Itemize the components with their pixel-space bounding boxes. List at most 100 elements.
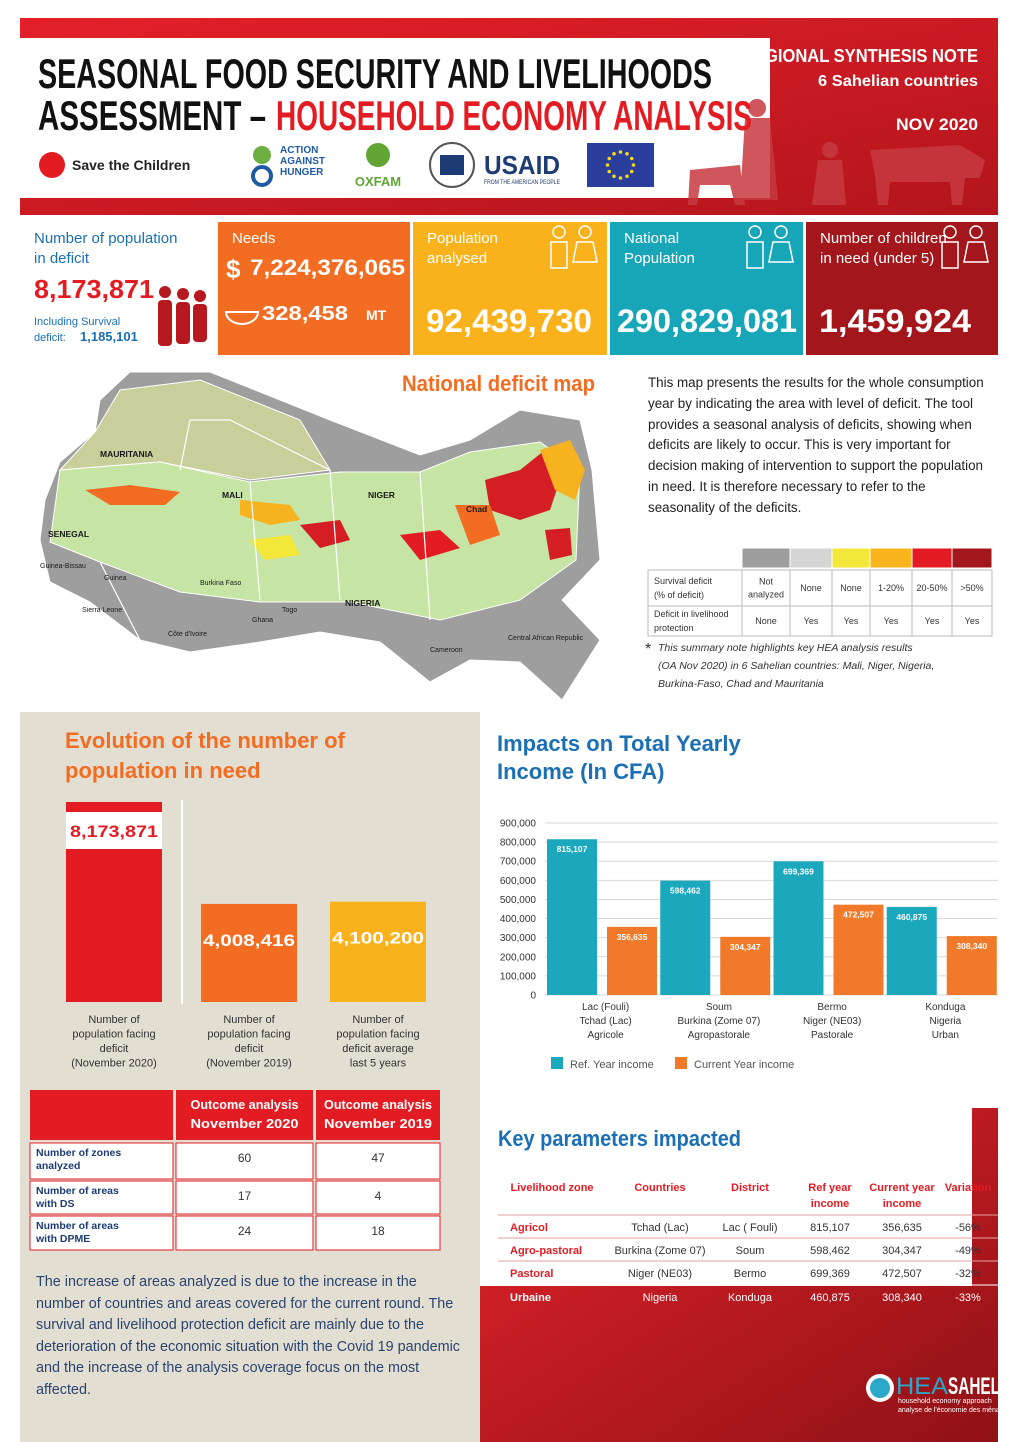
kpi-unit: MT [366, 307, 387, 323]
table-value: 598,462 [810, 1245, 850, 1257]
country-label: Guinea [104, 575, 127, 582]
table-value: Urbaine [510, 1292, 551, 1304]
value-label: 308,340 [956, 941, 987, 951]
x-tick-label: population facing [336, 1029, 419, 1041]
table-header-text: Countries [634, 1182, 685, 1194]
legend-label: Survival deficit [654, 576, 713, 586]
map-region [485, 450, 560, 520]
legend-cell: 20-50% [916, 583, 947, 593]
chart-title: Income (In CFA) [497, 759, 664, 784]
legend-label: (% of deficit) [654, 590, 704, 600]
icon [176, 302, 190, 344]
y-tick-label: 900,000 [500, 819, 537, 830]
logo-icon [440, 155, 464, 175]
chart-title: Impacts on Total Yearly [497, 731, 741, 756]
legend-cell: Yes [884, 616, 899, 626]
map-description: This map presents the results for the wh… [648, 375, 984, 515]
bar [330, 901, 426, 1002]
legend-cell: Yes [804, 616, 819, 626]
map-region [400, 530, 460, 560]
table-value: Agro-pastoral [510, 1245, 582, 1257]
value-label: 4,008,416 [203, 931, 295, 950]
value-label: 8,173,871 [70, 822, 158, 841]
x-tick-label: Pastorale [811, 1030, 854, 1041]
table-header-text: Variation [945, 1182, 992, 1194]
table-value: Pastoral [510, 1268, 553, 1280]
footnote-mark: * [645, 641, 651, 658]
logo-icon [629, 169, 634, 174]
x-tick-label: Number of [352, 1014, 404, 1026]
logo-text: USAID [484, 150, 560, 180]
logo-icon [612, 151, 616, 156]
legend-swatch [551, 1057, 563, 1069]
row-label: Number of areas [36, 1185, 119, 1197]
deficit-map [39, 371, 601, 701]
value-label-box [66, 812, 162, 849]
icon [550, 241, 598, 269]
kpi-label: National [624, 230, 679, 247]
kpi-label: in deficit [34, 250, 90, 267]
kpi-note-value: 1,185,101 [80, 329, 138, 344]
value-label: 356,635 [617, 932, 648, 942]
y-tick-label: 100,000 [500, 971, 537, 982]
x-tick-label: Bermo [817, 1002, 847, 1013]
table-value: Tchad (Lac) [631, 1222, 688, 1234]
table-header-text: income [811, 1198, 850, 1210]
legend-swatch [911, 547, 953, 569]
table-header-text: November 2020 [191, 1116, 299, 1131]
y-tick-label: 700,000 [500, 857, 537, 868]
value-label: 304,347 [730, 942, 761, 952]
icon [159, 286, 171, 298]
y-tick-label: 500,000 [500, 895, 537, 906]
table-header-text: Livelihood zone [510, 1182, 593, 1194]
icon [746, 241, 794, 269]
bar [773, 861, 824, 995]
logo-text: AGAINST [280, 156, 325, 167]
x-tick-label: Urban [932, 1030, 959, 1041]
silhouette [748, 99, 766, 117]
silhouette [812, 160, 846, 205]
table-value: 17 [238, 1189, 252, 1203]
map-region [250, 535, 300, 560]
map-region [455, 505, 500, 545]
chart-title: Evolution of the number of [65, 728, 346, 753]
kpi-label: analysed [427, 250, 487, 267]
icon [224, 311, 260, 325]
country-label: Guinea-Bissau [40, 563, 86, 570]
row-label: with DPME [35, 1233, 90, 1245]
x-tick-label: Agropastorale [688, 1030, 751, 1041]
kpi-value: 290,829,081 [617, 303, 797, 339]
y-tick-label: 300,000 [500, 933, 537, 944]
country-label: NIGERIA [345, 598, 380, 608]
map-region [58, 379, 331, 481]
currency: $ [226, 254, 241, 284]
x-tick-label: deficit [235, 1043, 264, 1055]
map-region [300, 520, 350, 548]
kpi-value: 92,439,730 [426, 303, 592, 339]
table-header [30, 1090, 173, 1140]
legend-swatch [869, 547, 913, 569]
value-label: 699,369 [783, 866, 814, 876]
kpi-box [413, 222, 607, 355]
legend-cell: analyzed [748, 590, 784, 600]
brand: SAHEL [948, 1373, 1000, 1400]
logo-text: ACTION [280, 145, 318, 156]
table-panel [480, 1108, 972, 1286]
x-tick-label: Lac (Fouli) [582, 1002, 629, 1013]
table-cell [175, 1180, 314, 1215]
value-label: 460,875 [896, 912, 927, 922]
logo-icon [605, 163, 610, 167]
legend-frame [647, 569, 993, 637]
legend-cell: Yes [965, 616, 980, 626]
country-label: NIGER [368, 490, 395, 500]
x-tick-label: (November 2020) [71, 1058, 157, 1070]
logo-icon [253, 146, 271, 164]
silhouette [740, 118, 778, 200]
table-cell [29, 1142, 174, 1180]
table-header [176, 1090, 313, 1140]
icon [158, 300, 172, 346]
logo-icon [631, 163, 636, 167]
logo-text: HUNGER [280, 167, 324, 178]
